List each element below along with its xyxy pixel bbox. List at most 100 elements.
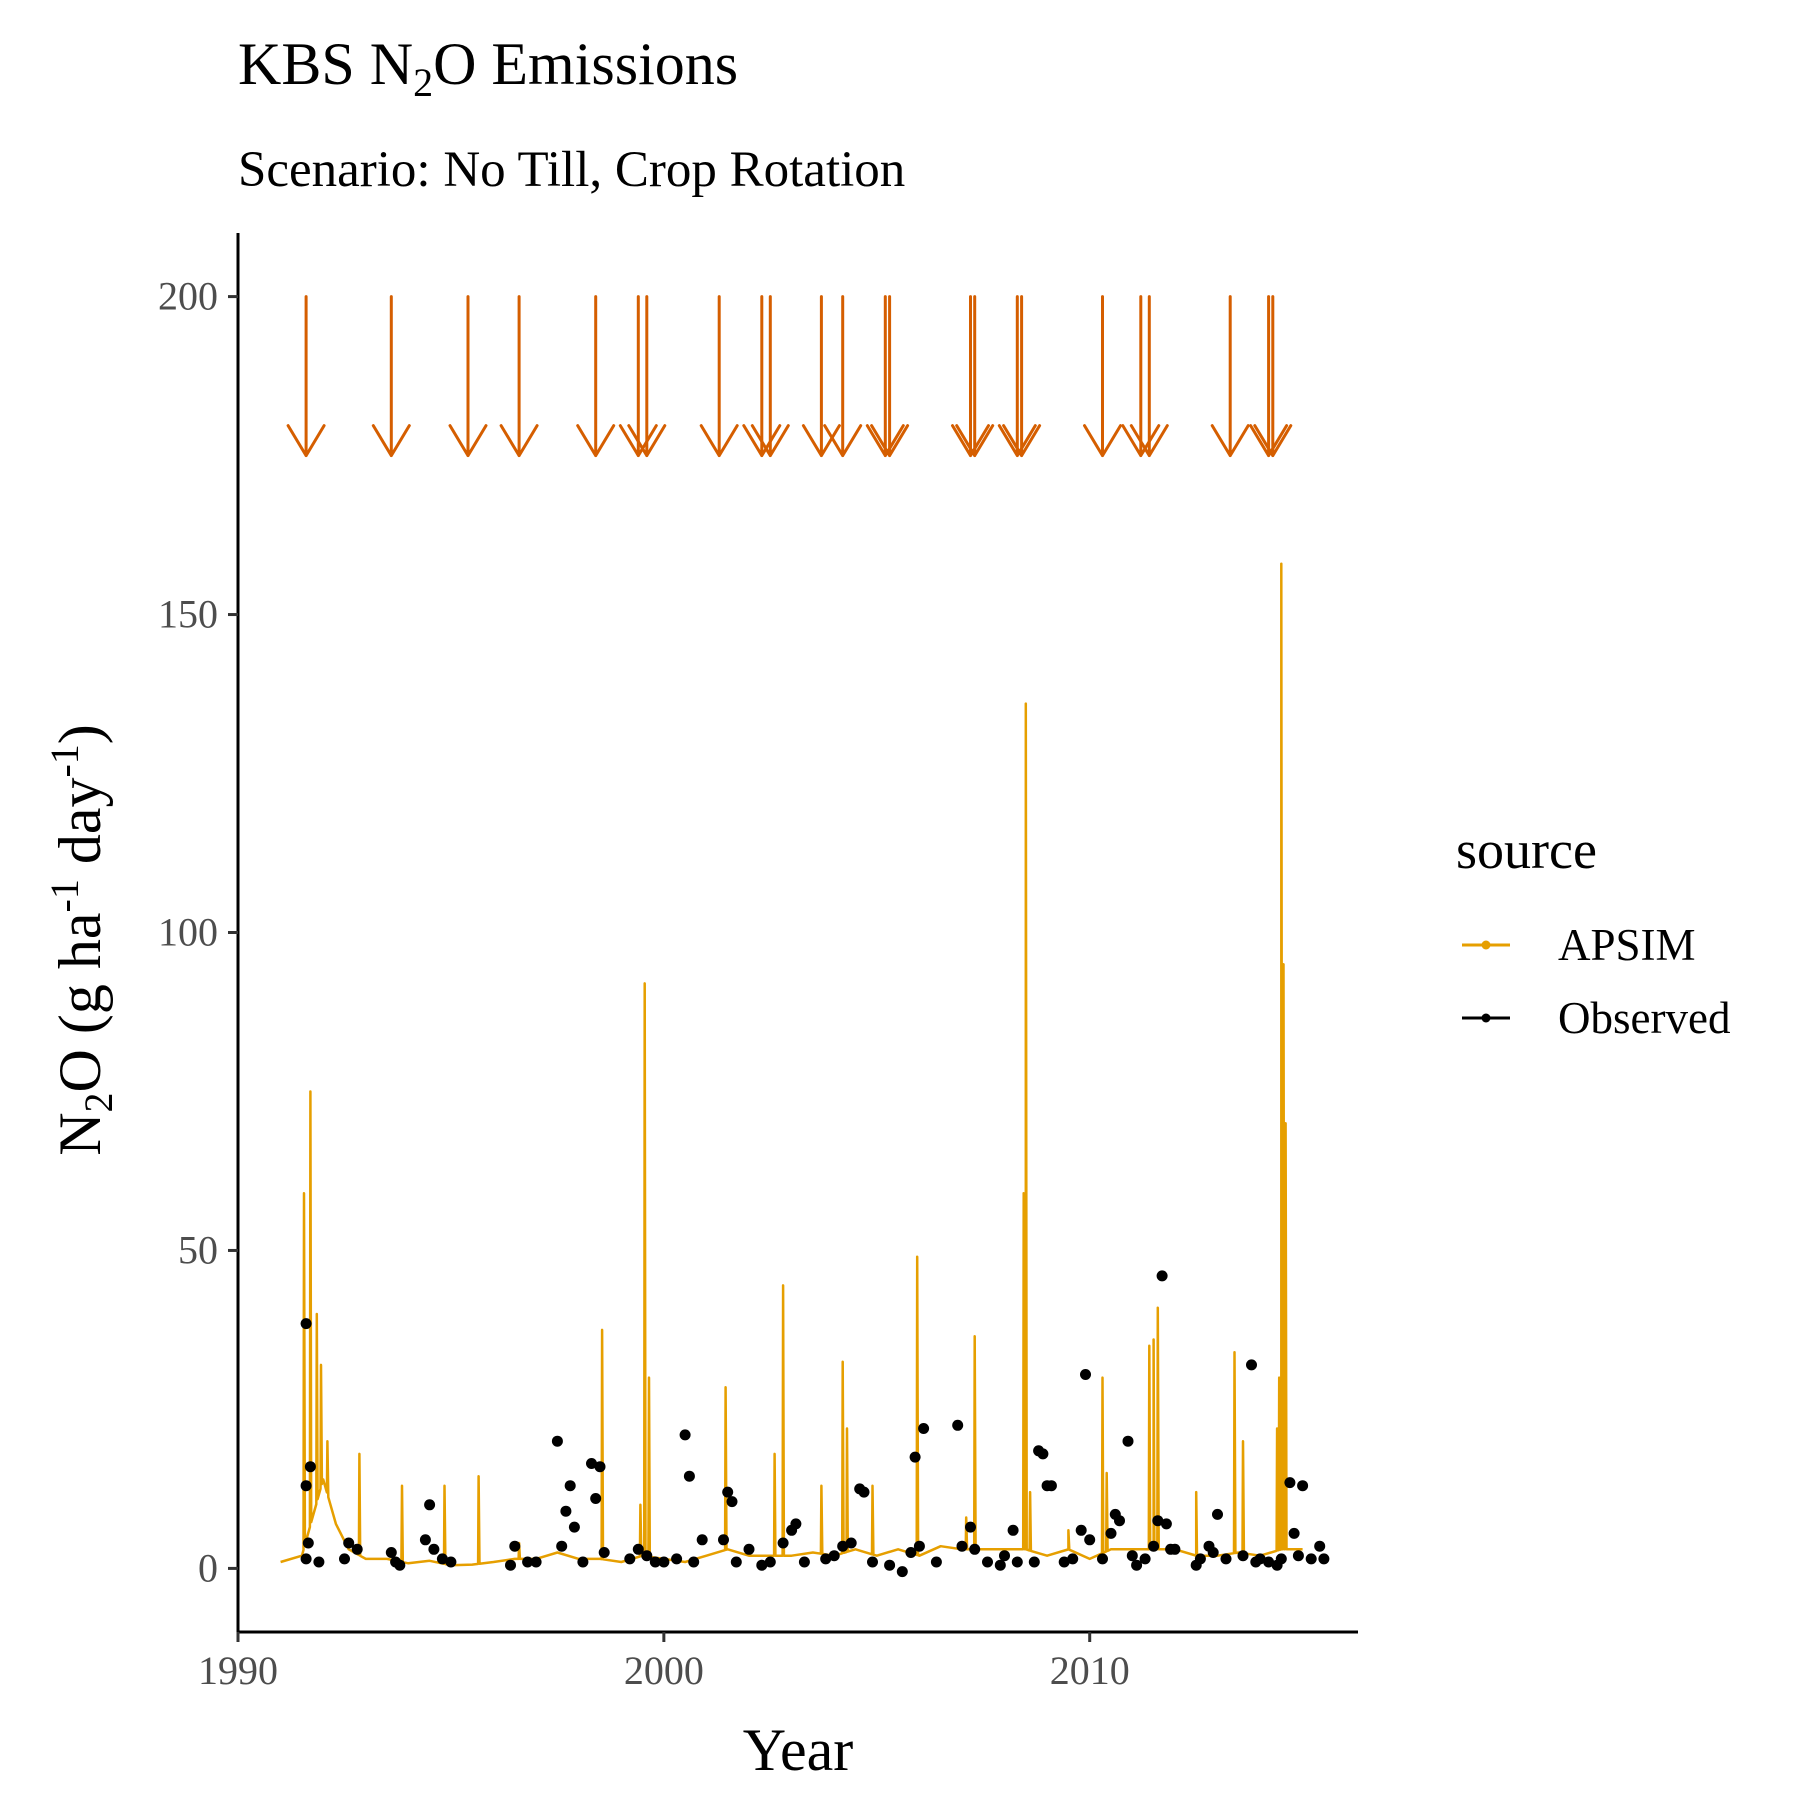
arrow-annotation	[750, 295, 790, 458]
observed-point	[1194, 1553, 1206, 1565]
observed-point	[509, 1540, 521, 1552]
observed-point	[1207, 1547, 1219, 1558]
legend-title: source	[1456, 820, 1597, 880]
y-tick-label: 150	[158, 592, 218, 637]
apsim-line	[280, 562, 1303, 1567]
observed-point	[1263, 1556, 1275, 1568]
observed-point	[683, 1470, 695, 1482]
y-axis-ticks: 0 50 100 150 200	[158, 274, 238, 1590]
y-axis-title-n: N	[47, 1112, 113, 1155]
observed-point	[1152, 1515, 1164, 1527]
observed-point	[1067, 1553, 1079, 1565]
title-suffix: O Emissions	[433, 31, 738, 97]
legend-label-apsim: APSIM	[1558, 920, 1696, 970]
observed-point	[1292, 1550, 1304, 1562]
y-axis-title-superscript-1: -1	[42, 879, 87, 912]
observed-series	[300, 1270, 1330, 1578]
y-tick-label: 200	[158, 274, 218, 319]
observed-point	[1220, 1553, 1232, 1565]
observed-point	[300, 1318, 312, 1330]
arrow-annotation	[1129, 295, 1169, 458]
arrow-annotation	[1253, 295, 1293, 458]
observed-point	[586, 1458, 597, 1469]
arrow-annotation	[1210, 295, 1250, 458]
x-tick-label: 2000	[624, 1648, 704, 1693]
arrow-annotation	[1083, 295, 1122, 458]
observed-point	[1275, 1553, 1287, 1565]
arrow-annotation	[618, 295, 658, 458]
observed-point	[722, 1486, 734, 1498]
arrow-annotation	[742, 295, 782, 458]
observed-point	[969, 1543, 981, 1555]
arrow-annotation	[955, 295, 995, 458]
observed-point	[952, 1419, 964, 1431]
observed-point	[551, 1435, 563, 1447]
legend-entry-apsim: APSIM	[1462, 920, 1696, 970]
observed-point	[1075, 1524, 1087, 1536]
legend-label-observed: Observed	[1558, 993, 1730, 1043]
observed-point	[1122, 1435, 1134, 1447]
observed-point	[577, 1556, 589, 1568]
y-tick-label: 0	[198, 1545, 218, 1590]
observed-point	[930, 1556, 942, 1568]
observed-point	[1169, 1543, 1181, 1555]
observed-point	[790, 1518, 802, 1530]
arrow-annotation	[1121, 295, 1161, 458]
observed-point	[424, 1499, 436, 1511]
legend: source APSIM Observed	[1456, 820, 1730, 1043]
observed-point	[658, 1556, 670, 1568]
observed-point	[743, 1543, 755, 1555]
observed-point	[756, 1559, 768, 1571]
arrow-annotation	[499, 295, 539, 458]
observed-point	[837, 1540, 849, 1552]
title-prefix: KBS N	[238, 31, 413, 97]
chart-title: KBS N2O Emissions	[238, 31, 738, 105]
arrow-annotation	[865, 295, 905, 458]
arrow-annotation	[286, 295, 326, 458]
observed-point	[828, 1550, 840, 1562]
x-tick-label: 1990	[198, 1648, 278, 1693]
observed-point	[1297, 1480, 1309, 1492]
observed-point	[1139, 1553, 1151, 1565]
y-tick-label: 50	[178, 1227, 218, 1272]
observed-point	[982, 1556, 993, 1568]
legend-entry-observed: Observed	[1462, 993, 1730, 1043]
observed-point	[688, 1556, 700, 1568]
arrow-annotation	[997, 295, 1037, 458]
observed-point	[1037, 1448, 1049, 1460]
arrow-annotation	[627, 295, 667, 458]
y-axis-title-subscript: 2	[76, 1092, 121, 1112]
observed-point	[394, 1559, 406, 1571]
arrow-annotation	[823, 295, 863, 458]
observed-point	[858, 1486, 870, 1498]
arrow-annotation	[448, 295, 488, 458]
observed-point	[300, 1553, 312, 1565]
observed-point	[1246, 1359, 1257, 1371]
x-axis-title: Year	[743, 1717, 854, 1783]
observed-point	[339, 1553, 350, 1565]
observed-point	[867, 1556, 878, 1568]
observed-point	[1097, 1553, 1108, 1565]
observed-point	[679, 1429, 691, 1441]
observed-point	[884, 1559, 896, 1571]
observed-point	[522, 1556, 534, 1568]
observed-point	[999, 1550, 1010, 1562]
observed-point	[726, 1496, 738, 1508]
observed-point	[1254, 1553, 1266, 1565]
y-axis-title-part-c: )	[47, 724, 113, 744]
observed-point	[956, 1540, 968, 1552]
legend-key-observed-point	[1481, 1013, 1491, 1023]
x-axis-ticks: 1990 2000 2010	[198, 1632, 1130, 1693]
observed-point	[671, 1553, 683, 1565]
observed-point	[1126, 1550, 1138, 1562]
observed-point	[896, 1566, 908, 1578]
chart-subtitle: Scenario: No Till, Crop Rotation	[238, 142, 905, 198]
observed-point	[505, 1559, 516, 1571]
observed-point	[530, 1556, 542, 1568]
observed-point	[1105, 1527, 1117, 1539]
observed-point	[385, 1547, 397, 1558]
observed-point	[594, 1461, 606, 1473]
observed-point	[436, 1553, 448, 1565]
observed-point	[909, 1451, 921, 1463]
